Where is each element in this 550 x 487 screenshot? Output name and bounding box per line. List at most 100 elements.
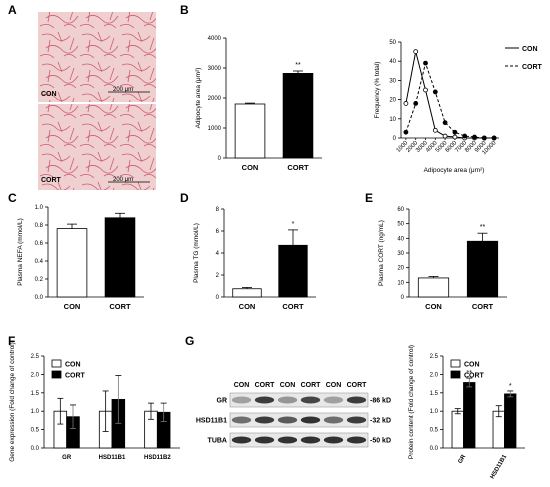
blot-band [323, 396, 344, 404]
blot-band [300, 436, 321, 444]
lane-label: CORT [301, 382, 322, 389]
y-tick-label: 2.5 [31, 354, 40, 360]
blot-band [346, 396, 367, 404]
y-tick-label: 30 [389, 78, 396, 84]
micrograph-cort-image [38, 104, 156, 190]
y-tick-label: 20 [389, 98, 396, 104]
data-point [452, 134, 458, 140]
y-tick-label: 0 [393, 136, 397, 142]
y-tick-label: 0.0 [35, 295, 44, 301]
micrograph-con-label: CON [41, 91, 57, 98]
significance-label: * [292, 221, 295, 228]
y-tick-label: 50 [389, 40, 396, 46]
y-tick-label: 0.6 [35, 241, 44, 247]
marker-label: -86 kD [370, 398, 391, 405]
y-tick-label: 0.0 [430, 446, 439, 452]
x-tick-label: CORT [282, 302, 304, 311]
chart-plasma-tg: 0 2 4 6 8 Plasma TG (mmol/L) CON CORT * [193, 207, 316, 311]
blot-band [277, 396, 298, 404]
y-tick-label: 1.0 [31, 409, 40, 415]
y-tick-label: 4000 [208, 36, 222, 42]
lane-label: CON [326, 382, 342, 389]
x-tick-label: CON [64, 302, 81, 311]
y-tick-label: 10 [397, 280, 404, 286]
marker-label: -32 kD [370, 418, 391, 425]
blot-band [231, 416, 252, 424]
y-tick-label: 0.2 [35, 277, 44, 283]
y-axis-label: Plasma NEFA (mmol/L) [17, 218, 24, 286]
series-line-con [405, 51, 495, 139]
bar-cort [463, 382, 476, 449]
blot-band [277, 436, 298, 444]
blot-band [277, 416, 298, 424]
panel-label-a: A [8, 3, 17, 17]
significance-label: ** [480, 224, 486, 231]
legend-label: CON [522, 46, 538, 53]
legend-label: CON [65, 362, 81, 369]
y-tick-label: 0 [401, 295, 405, 301]
legend-label: CON [464, 362, 480, 369]
bar-cort [104, 217, 136, 298]
legend-swatch [51, 370, 62, 379]
lane-label: CON [280, 382, 296, 389]
y-tick-label: 1.0 [430, 409, 439, 415]
data-point [423, 87, 428, 93]
significance-label: * [509, 383, 512, 390]
blot-band [254, 416, 275, 424]
legend-swatch [51, 359, 62, 368]
data-point [413, 49, 419, 54]
legend-label: CORT [65, 373, 86, 380]
panel-label-g: G [185, 334, 194, 348]
x-tick-label: CON [239, 302, 256, 311]
y-axis-label: Frequency (% total) [374, 62, 381, 119]
data-point [462, 133, 468, 139]
significance-label: ** [467, 370, 473, 377]
micrograph-cort: CORT 200 μm [38, 104, 156, 190]
y-axis-label: Gene expression (Fold change of control) [9, 342, 16, 462]
y-tick-label: 30 [397, 251, 404, 257]
blot-band [323, 436, 344, 444]
blot-band [231, 396, 252, 404]
scale-bar-label: 200 μm [113, 177, 133, 183]
y-tick-label: 1.5 [430, 391, 439, 397]
micrograph-con-image [38, 12, 156, 102]
bar-con [56, 228, 88, 298]
bar-con [451, 410, 464, 449]
protein-label: GR [217, 398, 228, 405]
y-axis-label: Plasma CORT (ng/mL) [378, 220, 385, 286]
series-line-cort [405, 61, 495, 139]
legend-label: CORT [464, 373, 485, 380]
x-tick-label: CON [242, 163, 259, 172]
scale-bar-label: 200 μm [113, 87, 133, 93]
panel-label-b: B [180, 3, 189, 17]
x-tick-label: HSD11B1 [99, 455, 126, 461]
marker-label: -50 kD [370, 438, 391, 445]
micrograph-con: CON 200 μm [38, 12, 156, 102]
y-tick-label: 8 [216, 207, 220, 213]
data-point [413, 101, 419, 106]
blot-band [300, 396, 321, 404]
lane-label: CON [234, 382, 250, 389]
y-tick-label: 1.0 [35, 205, 44, 211]
legend-swatch [450, 359, 461, 368]
data-point [403, 129, 409, 135]
chart-plasma-cort: 0 10 20 30 40 50 60 Plasma CORT (ng/mL) CON CORT *… [378, 207, 507, 311]
legend-swatch [450, 370, 461, 379]
y-tick-label: 50 [397, 222, 404, 228]
y-axis-label: Adipocyte area (μm²) [195, 68, 202, 129]
y-tick-label: 6 [216, 229, 220, 235]
y-tick-label: 2.0 [31, 372, 40, 378]
data-point [432, 127, 438, 133]
data-point [432, 89, 438, 95]
y-tick-label: 0.8 [35, 223, 44, 229]
lane-label: CORT [347, 382, 368, 389]
panel-label-f: F [8, 334, 15, 348]
bar-con [232, 288, 262, 298]
x-tick-label: CON [425, 302, 442, 311]
y-tick-label: 10 [389, 117, 396, 123]
blot-band [231, 436, 252, 444]
y-tick-label: 1.5 [31, 391, 40, 397]
data-point [423, 60, 428, 66]
y-tick-label: 0.5 [430, 428, 439, 434]
